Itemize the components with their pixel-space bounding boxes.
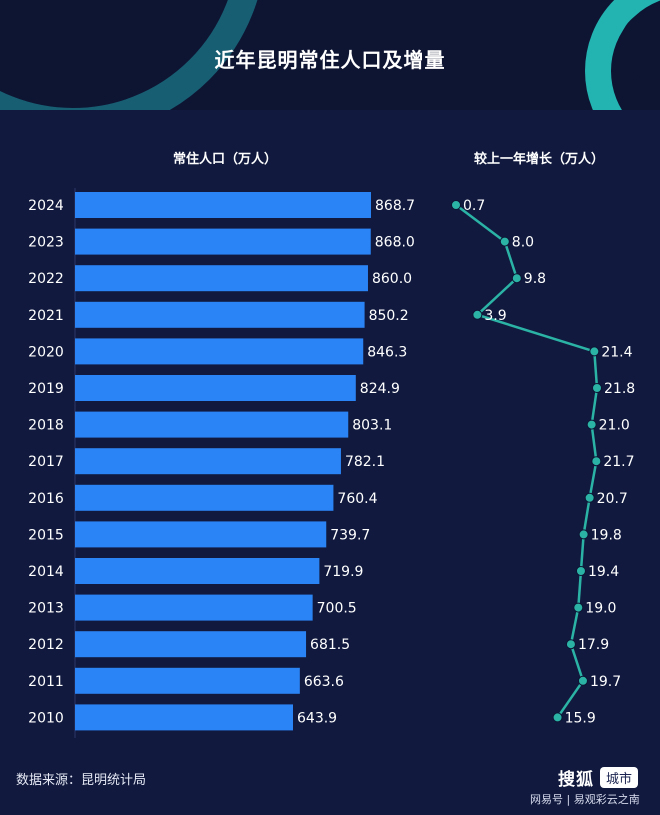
population-value-label: 846.3: [367, 344, 407, 360]
population-bar: [75, 521, 327, 548]
brand-name: 搜狐: [558, 770, 594, 790]
brand-logo: 搜狐 城市: [558, 765, 639, 790]
year-tick-label: 2024: [28, 198, 64, 214]
growth-value-label: 8.0: [512, 235, 534, 251]
year-tick-label: 2018: [28, 418, 64, 434]
growth-point: [573, 602, 584, 613]
year-tick-label: 2022: [28, 271, 64, 287]
population-bar: [75, 448, 341, 475]
population-value-label: 850.2: [369, 308, 409, 324]
data-source: 数据来源：昆明统计局: [16, 773, 147, 788]
population-value-label: 643.9: [297, 710, 337, 726]
header-decoration: [0, 0, 660, 110]
year-tick-label: 2012: [28, 637, 64, 653]
watermark: 网易号 | 易观彩云之南: [530, 793, 640, 806]
growth-point: [578, 529, 589, 540]
growth-point: [451, 200, 461, 210]
population-value-label: 868.0: [375, 235, 415, 251]
growth-value-label: 19.7: [590, 674, 621, 690]
growth-point: [591, 456, 602, 467]
population-bar: [75, 338, 364, 365]
growth-column-header: 较上一年增长（万人）: [474, 152, 605, 167]
growth-value-label: 15.9: [565, 710, 596, 726]
population-column-header: 常住人口（万人）: [173, 152, 278, 167]
growth-value-label: 0.7: [463, 198, 485, 214]
growth-point: [575, 566, 586, 576]
population-bar: [75, 667, 300, 694]
growth-value-label: 9.8: [524, 271, 546, 287]
growth-value-label: 21.4: [601, 344, 632, 360]
brand-tag: 城市: [600, 767, 639, 788]
growth-value-label: 21.0: [599, 418, 630, 434]
year-tick-label: 2014: [28, 564, 64, 580]
population-bar: [75, 192, 371, 218]
population-value-label: 868.7: [375, 198, 415, 214]
population-bar: [75, 631, 307, 658]
growth-value-label: 19.8: [591, 527, 622, 543]
growth-point: [589, 346, 600, 357]
chart-title: 近年昆明常住人口及增量: [214, 48, 446, 72]
population-bar: [75, 301, 365, 328]
year-tick-label: 2020: [28, 344, 64, 360]
population-value-label: 760.4: [337, 491, 377, 507]
growth-value-label: 19.0: [585, 601, 616, 617]
growth-value-label: 20.7: [597, 491, 628, 507]
population-bar: [75, 228, 371, 255]
population-value-label: 739.7: [330, 527, 370, 543]
growth-value-label: 21.7: [603, 454, 634, 470]
year-tick-label: 2010: [28, 710, 64, 726]
growth-point: [577, 675, 588, 686]
population-value-label: 663.6: [304, 674, 344, 690]
year-tick-label: 2016: [28, 491, 64, 507]
year-tick-label: 2013: [28, 601, 64, 617]
growth-point: [552, 712, 563, 723]
population-bar: [75, 704, 293, 731]
population-value-label: 860.0: [372, 271, 412, 287]
growth-point: [472, 309, 483, 320]
year-tick-label: 2017: [28, 454, 64, 470]
growth-point: [499, 236, 510, 247]
year-tick-label: 2021: [28, 308, 64, 324]
population-bar: [75, 265, 368, 292]
year-tick-label: 2011: [28, 674, 64, 690]
population-value-label: 803.1: [352, 418, 392, 434]
population-value-label: 700.5: [317, 601, 357, 617]
year-tick-label: 2015: [28, 527, 64, 543]
population-bar: [75, 484, 334, 511]
year-tick-label: 2019: [28, 381, 64, 397]
population-bar: [75, 411, 349, 438]
growth-point: [511, 273, 522, 284]
growth-point: [565, 639, 576, 650]
population-bar: [75, 375, 356, 401]
growth-point: [584, 492, 595, 503]
growth-value-label: 3.9: [484, 308, 506, 324]
population-value-label: 681.5: [310, 637, 350, 653]
growth-value-label: 21.8: [604, 381, 635, 397]
growth-value-label: 19.4: [588, 564, 619, 580]
growth-value-label: 17.9: [578, 637, 609, 653]
growth-point: [586, 419, 597, 430]
population-value-label: 719.9: [323, 564, 363, 580]
population-value-label: 782.1: [345, 454, 385, 470]
population-value-label: 824.9: [360, 381, 400, 397]
population-bar: [75, 558, 320, 584]
growth-point: [592, 383, 602, 393]
population-bar: [75, 594, 313, 621]
year-tick-label: 2023: [28, 235, 64, 251]
